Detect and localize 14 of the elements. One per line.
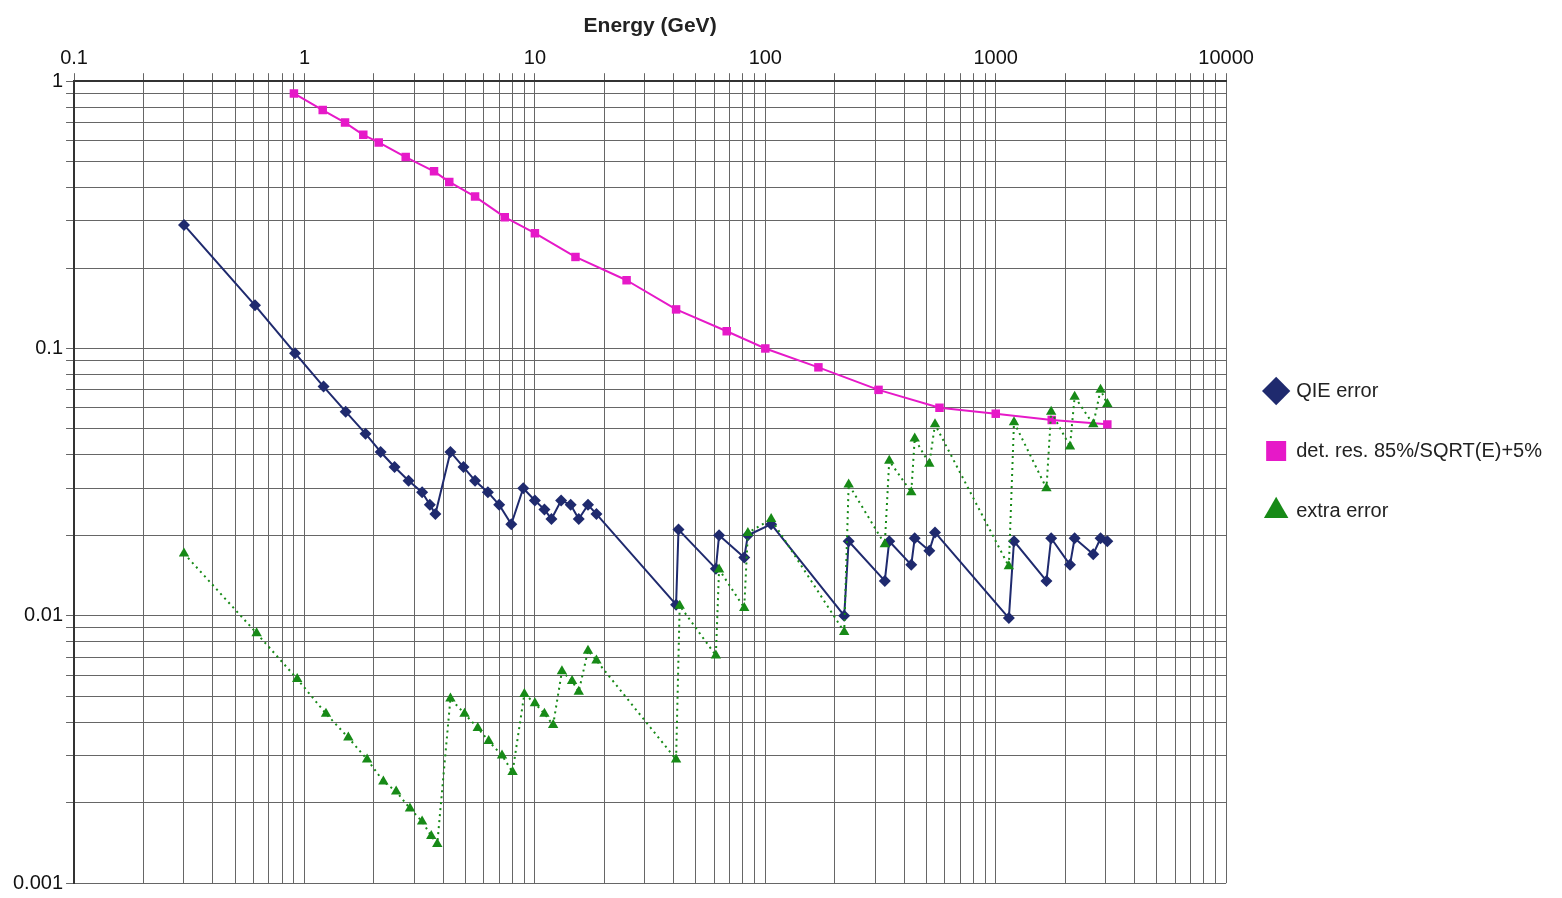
y-tick-label: 0.1 — [35, 335, 64, 358]
x-tick-label: 100 — [748, 45, 782, 68]
x-tick-label: 1000 — [973, 45, 1018, 68]
y-tick-label: 0.01 — [24, 603, 64, 626]
x-tick-label: 1 — [298, 45, 311, 68]
y-tick-label: 0.001 — [12, 870, 64, 893]
x-tick-label: 10000 — [1198, 45, 1254, 68]
x-tick-label: 10 — [523, 45, 547, 68]
legend-label: extra error — [1296, 498, 1389, 521]
legend-label: QIE error — [1296, 378, 1379, 401]
legend-label: det. res. 85%/SQRT(E)+5% — [1296, 438, 1543, 461]
y-tick-label: 1 — [51, 68, 64, 91]
x-tick-label: 0.1 — [60, 45, 88, 68]
x-axis-title: Energy (GeV) — [583, 13, 717, 37]
